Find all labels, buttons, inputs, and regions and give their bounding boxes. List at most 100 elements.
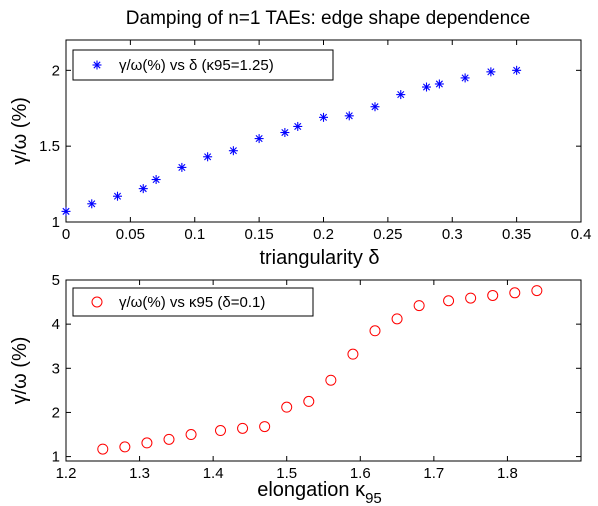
x-tick-label: 1.2 — [56, 465, 77, 482]
x-tick-label: 0.05 — [116, 226, 145, 243]
x-axis-label: triangularity δ — [259, 247, 379, 269]
x-tick-label: 0 — [62, 226, 70, 243]
asterisk-stroke — [461, 74, 469, 82]
data-point — [422, 82, 431, 92]
asterisk-stroke — [178, 163, 186, 171]
data-point — [512, 65, 522, 75]
legend-box — [72, 287, 314, 317]
x-tick-label: 0.15 — [245, 226, 274, 243]
data-point — [369, 325, 381, 337]
y-tick-label: 3 — [52, 360, 60, 377]
x-tick-label: 0.3 — [442, 226, 463, 243]
data-point — [319, 112, 328, 122]
x-tick-label: 1.3 — [129, 465, 150, 482]
x-tick-label: 0.4 — [571, 226, 592, 243]
data-point — [443, 295, 455, 307]
asterisk-stroke — [345, 112, 353, 120]
data-point — [237, 422, 249, 434]
data-point — [370, 102, 380, 112]
data-point — [487, 289, 499, 301]
legend-box — [72, 49, 334, 81]
asterisk-stroke — [371, 103, 379, 111]
data-point — [215, 425, 226, 437]
asterisk-stroke — [113, 192, 122, 200]
data-point — [531, 285, 543, 297]
data-point — [486, 67, 496, 77]
data-point — [347, 348, 359, 360]
asterisk-stroke — [435, 80, 443, 88]
asterisk-stroke — [281, 128, 289, 137]
data-point — [434, 79, 444, 89]
y-tick-label: 1 — [52, 449, 60, 466]
legend-label: γ/ω(%) vs κ95 (δ=0.1) — [119, 294, 265, 311]
legend: γ/ω(%) vs δ (κ95=1.25) — [72, 49, 334, 81]
plot-frame — [65, 279, 582, 462]
asterisk-stroke — [152, 175, 160, 184]
y-axis-label: γ/ω (%) — [9, 337, 31, 405]
data-point — [460, 73, 470, 83]
legend-marker — [91, 296, 103, 308]
data-point — [228, 146, 238, 156]
y-tick-label: 4 — [52, 316, 60, 333]
elongation-plot: 1.2 1.3 1.4 1.5 1.6 1.7 1.8 1 2 3 4 5 elongation κ95… — [9, 272, 582, 506]
x-tick-label: 1.4 — [203, 465, 224, 482]
asterisk-stroke — [294, 122, 302, 131]
asterisk-stroke — [319, 113, 328, 121]
data-point — [254, 134, 264, 144]
y-axis-label: γ/ω (%) — [9, 97, 31, 165]
data-point — [303, 395, 315, 407]
y-tick-label: 2 — [52, 62, 60, 79]
data-point — [163, 433, 175, 445]
asterisk-stroke — [513, 66, 521, 74]
x-axis-label: elongation κ95 — [257, 479, 382, 506]
data-point — [259, 421, 271, 433]
x-tick-label: 0.2 — [313, 226, 334, 243]
data-point — [185, 429, 197, 441]
data-point — [138, 184, 148, 194]
x-tick-label: 1.8 — [497, 465, 518, 482]
data-point — [465, 292, 477, 304]
data-point — [87, 199, 97, 209]
x-tick-label: 0.25 — [373, 226, 402, 243]
data-point — [509, 287, 521, 299]
asterisk-stroke — [88, 200, 96, 208]
x-tick-label: 1.6 — [350, 465, 371, 482]
asterisk-stroke — [229, 147, 237, 155]
asterisk-stroke — [487, 68, 495, 76]
triangularity-plot: 0 0.05 0.1 0.15 0.2 0.25 0.3 0.35 0.4 1 1.5 2 triang… — [9, 39, 592, 269]
y-tick-label: 2 — [52, 404, 60, 421]
y-tick-label: 1.5 — [39, 138, 60, 155]
data-point — [113, 191, 122, 201]
x-tick-label: 0.1 — [184, 226, 205, 243]
asterisk-stroke — [62, 207, 70, 215]
x-tick-label: 1.7 — [423, 465, 444, 482]
data-point — [344, 111, 354, 121]
data-point — [141, 437, 153, 449]
legend-label: γ/ω(%) vs δ (κ95=1.25) — [119, 57, 274, 74]
data-point — [97, 443, 109, 455]
y-tick-label: 5 — [52, 272, 60, 289]
data-point — [280, 128, 290, 138]
data-point — [391, 313, 403, 325]
x-tick-label: 1.5 — [276, 465, 297, 482]
data-point — [177, 162, 187, 172]
data-point — [396, 90, 406, 100]
data-point — [119, 441, 131, 453]
legend-marker — [92, 60, 102, 70]
legend: γ/ω(%) vs κ95 (δ=0.1) — [72, 287, 314, 317]
asterisk-stroke — [93, 61, 101, 69]
data-point — [293, 121, 303, 131]
data-point — [203, 152, 213, 162]
y-tick-label: 1 — [52, 214, 60, 231]
asterisk-stroke — [422, 83, 431, 91]
asterisk-stroke — [204, 153, 212, 161]
data-point — [325, 374, 337, 386]
x-tick-label: 0.35 — [502, 226, 531, 243]
data-point — [413, 300, 425, 312]
chart-title: Damping of n=1 TAEs: edge shape dependen… — [126, 8, 530, 29]
asterisk-stroke — [397, 91, 405, 99]
asterisk-stroke — [255, 135, 263, 143]
data-point — [61, 206, 71, 216]
